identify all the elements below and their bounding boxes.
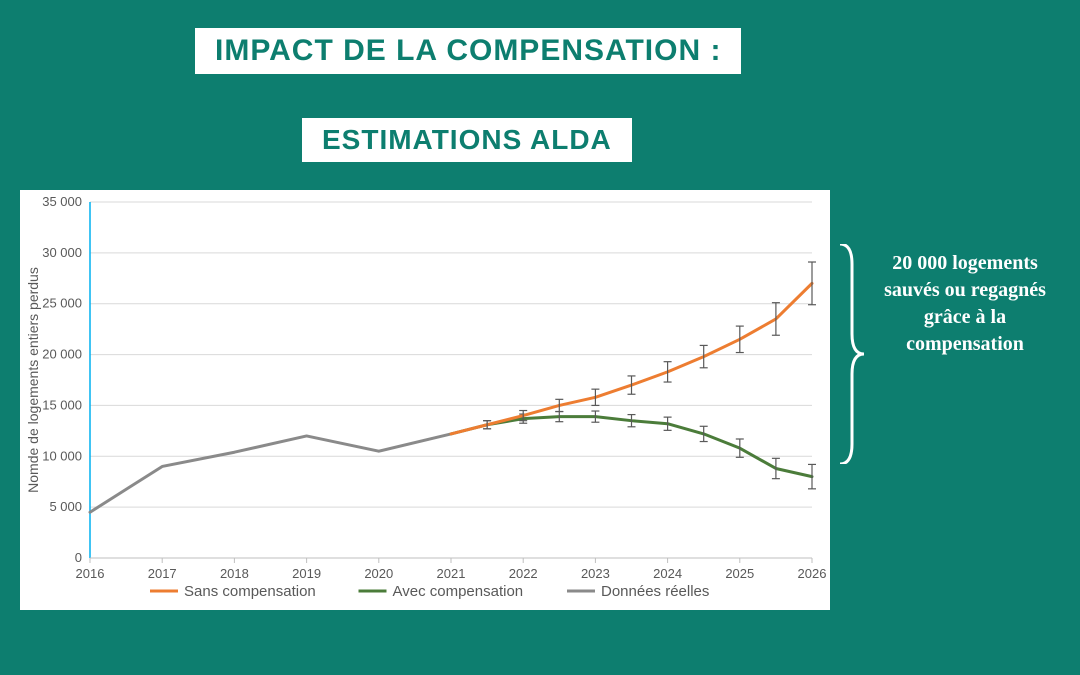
- svg-text:30 000: 30 000: [42, 245, 82, 260]
- svg-text:15 000: 15 000: [42, 397, 82, 412]
- svg-text:Sans compensation: Sans compensation: [184, 583, 316, 600]
- svg-text:5 000: 5 000: [49, 499, 82, 514]
- svg-text:2022: 2022: [509, 566, 538, 581]
- svg-text:2018: 2018: [220, 566, 249, 581]
- title-line-1: IMPACT DE LA COMPENSATION :: [195, 28, 741, 74]
- chart-container: 0 5 000 10 000 15 000 20 000 25 000 30 000 35 0…: [20, 190, 830, 610]
- svg-text:10 000: 10 000: [42, 448, 82, 463]
- svg-text:Données réelles: Données réelles: [601, 583, 709, 600]
- svg-text:Avec compensation: Avec compensation: [393, 583, 524, 600]
- svg-text:2023: 2023: [581, 566, 610, 581]
- svg-text:2016: 2016: [76, 566, 105, 581]
- svg-text:2019: 2019: [292, 566, 321, 581]
- slide-root: IMPACT DE LA COMPENSATION : ESTIMATIONS …: [0, 0, 1080, 675]
- title-line-2: ESTIMATIONS ALDA: [302, 118, 632, 162]
- svg-text:25 000: 25 000: [42, 296, 82, 311]
- svg-text:2020: 2020: [364, 566, 393, 581]
- svg-text:2026: 2026: [798, 566, 827, 581]
- line-chart: 0 5 000 10 000 15 000 20 000 25 000 30 000 35 0…: [20, 190, 830, 610]
- svg-text:35 000: 35 000: [42, 194, 82, 209]
- svg-text:2025: 2025: [725, 566, 754, 581]
- svg-text:20 000: 20 000: [42, 347, 82, 362]
- svg-text:2024: 2024: [653, 566, 682, 581]
- svg-text:2017: 2017: [148, 566, 177, 581]
- svg-text:Nomde de logements entiers per: Nomde de logements entiers perdus: [25, 267, 41, 493]
- callout-text: 20 000 logements sauvés ou regagnés grâc…: [870, 250, 1060, 358]
- svg-text:2021: 2021: [437, 566, 466, 581]
- svg-text:0: 0: [75, 550, 82, 565]
- callout-brace-icon: [838, 244, 866, 464]
